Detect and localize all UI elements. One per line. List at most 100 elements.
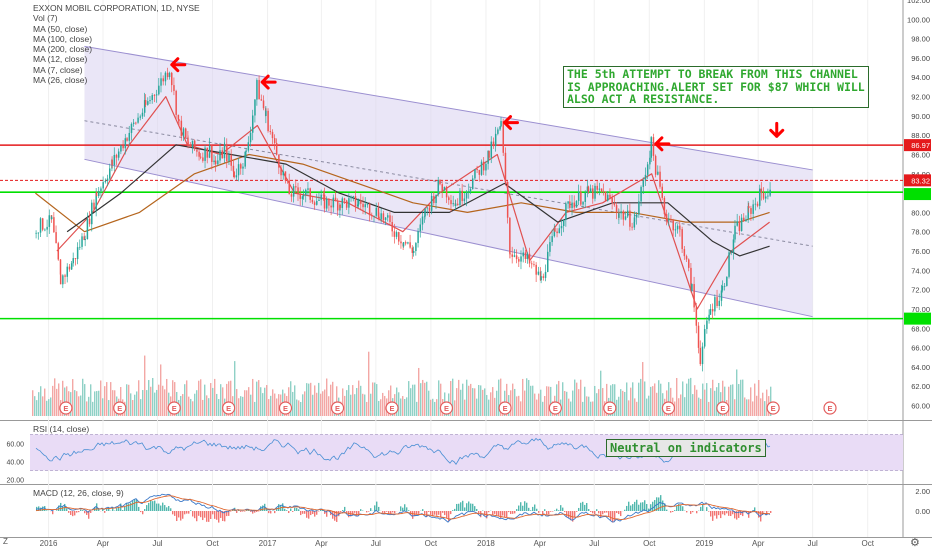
candle-body xyxy=(368,203,371,216)
macd-histogram-bar xyxy=(166,507,168,511)
y-tick-label: 74.00 xyxy=(911,266,930,275)
candle-body xyxy=(273,138,276,143)
macd-histogram-bar xyxy=(262,505,264,511)
macd-histogram-bar xyxy=(206,511,208,522)
candle-body xyxy=(685,256,688,260)
candle-body xyxy=(461,190,463,202)
candle-body xyxy=(373,215,375,217)
volume-bar xyxy=(32,390,34,416)
candle-body xyxy=(245,150,247,152)
macd-histogram-bar xyxy=(514,511,516,514)
macd-histogram-bar xyxy=(658,497,660,511)
macd-histogram-bar xyxy=(342,510,344,511)
candle-body xyxy=(334,197,337,201)
volume-bar xyxy=(636,401,638,416)
macd-histogram-bar xyxy=(438,511,440,515)
volume-bar xyxy=(290,381,292,416)
volume-bar xyxy=(72,379,74,416)
candle-body xyxy=(158,85,160,95)
x-tick-label: Jul xyxy=(371,539,381,548)
candle-body xyxy=(657,171,659,175)
volume-bar xyxy=(718,382,720,416)
candle-body xyxy=(226,143,228,162)
volume-bar xyxy=(480,385,482,416)
volume-bar xyxy=(136,391,138,416)
candle-body xyxy=(191,140,194,148)
candle-body xyxy=(242,166,244,169)
candle-body xyxy=(343,198,346,201)
candle-body xyxy=(400,241,402,244)
y-tick-label: 64.00 xyxy=(911,363,930,372)
volume-bar xyxy=(362,393,364,416)
legend-item-ma200: MA (200, close) xyxy=(33,44,93,55)
macd-histogram-bar xyxy=(190,510,192,511)
candle-body xyxy=(587,186,590,193)
volume-bar xyxy=(342,388,344,416)
volume-bar xyxy=(50,397,52,416)
volume-bar xyxy=(274,393,276,416)
volume-bar xyxy=(548,386,550,416)
volume-bar xyxy=(318,382,320,416)
volume-bar xyxy=(654,383,656,416)
volume-bar xyxy=(642,362,644,416)
macd-histogram-bar xyxy=(164,505,166,511)
volume-bar xyxy=(466,379,468,416)
macd-histogram-bar xyxy=(340,511,342,513)
candle-body xyxy=(357,200,360,205)
volume-bar xyxy=(310,382,312,416)
macd-histogram-bar xyxy=(588,509,590,511)
volume-bar xyxy=(152,377,154,416)
candle-body xyxy=(360,200,362,204)
candle-body xyxy=(580,191,582,205)
macd-histogram-bar xyxy=(196,511,198,522)
volume-bar xyxy=(570,401,572,416)
macd-histogram-bar xyxy=(574,511,576,518)
candle-body xyxy=(213,160,215,162)
macd-histogram-bar xyxy=(586,503,588,511)
volume-bar xyxy=(364,394,366,416)
macd-histogram-bar xyxy=(136,499,138,511)
candle-body xyxy=(198,151,200,157)
macd-histogram-bar xyxy=(430,511,432,515)
macd-histogram-bar xyxy=(378,506,380,511)
macd-histogram-bar xyxy=(142,511,144,515)
volume-bar xyxy=(746,399,748,416)
candle-body xyxy=(546,251,549,272)
macd-histogram-bar xyxy=(332,511,334,519)
y-tick-label: 60.00 xyxy=(911,402,930,411)
volume-bar xyxy=(106,382,108,416)
timezone-toggle[interactable]: Z xyxy=(3,537,8,546)
candle-body xyxy=(364,204,366,208)
volume-bar xyxy=(584,386,586,416)
candle-body xyxy=(663,197,666,215)
candle-body xyxy=(295,186,297,188)
macd-histogram-bar xyxy=(458,503,460,511)
candle-body xyxy=(674,229,677,231)
candle-body xyxy=(476,169,478,170)
svg-text:E: E xyxy=(226,404,231,413)
macd-histogram-bar xyxy=(288,511,290,514)
settings-gear-icon[interactable]: ⚙ xyxy=(910,537,920,549)
volume-bar xyxy=(728,386,730,416)
x-tick-label: Apr xyxy=(534,539,547,548)
candle-body xyxy=(288,180,290,195)
volume-bar xyxy=(576,382,578,416)
volume-bar xyxy=(322,391,324,416)
candle-body xyxy=(439,179,441,185)
macd-histogram-bar xyxy=(626,505,628,511)
macd-histogram-bar xyxy=(512,511,514,514)
macd-histogram-bar xyxy=(448,511,450,521)
candle-body xyxy=(478,169,481,175)
macd-histogram-bar xyxy=(192,511,194,517)
x-tick-label: Oct xyxy=(425,539,438,548)
macd-histogram-bar xyxy=(226,511,228,517)
macd-histogram-bar xyxy=(516,509,518,511)
macd-histogram-bar xyxy=(754,507,756,511)
candle-body xyxy=(302,195,305,197)
volume-bar xyxy=(748,399,750,416)
volume-bar xyxy=(494,397,496,416)
macd-histogram-bar xyxy=(718,511,720,516)
macd-histogram-bar xyxy=(450,511,452,515)
price-label-1: 83.32 xyxy=(904,174,931,187)
x-tick-label: Apr xyxy=(752,539,765,548)
